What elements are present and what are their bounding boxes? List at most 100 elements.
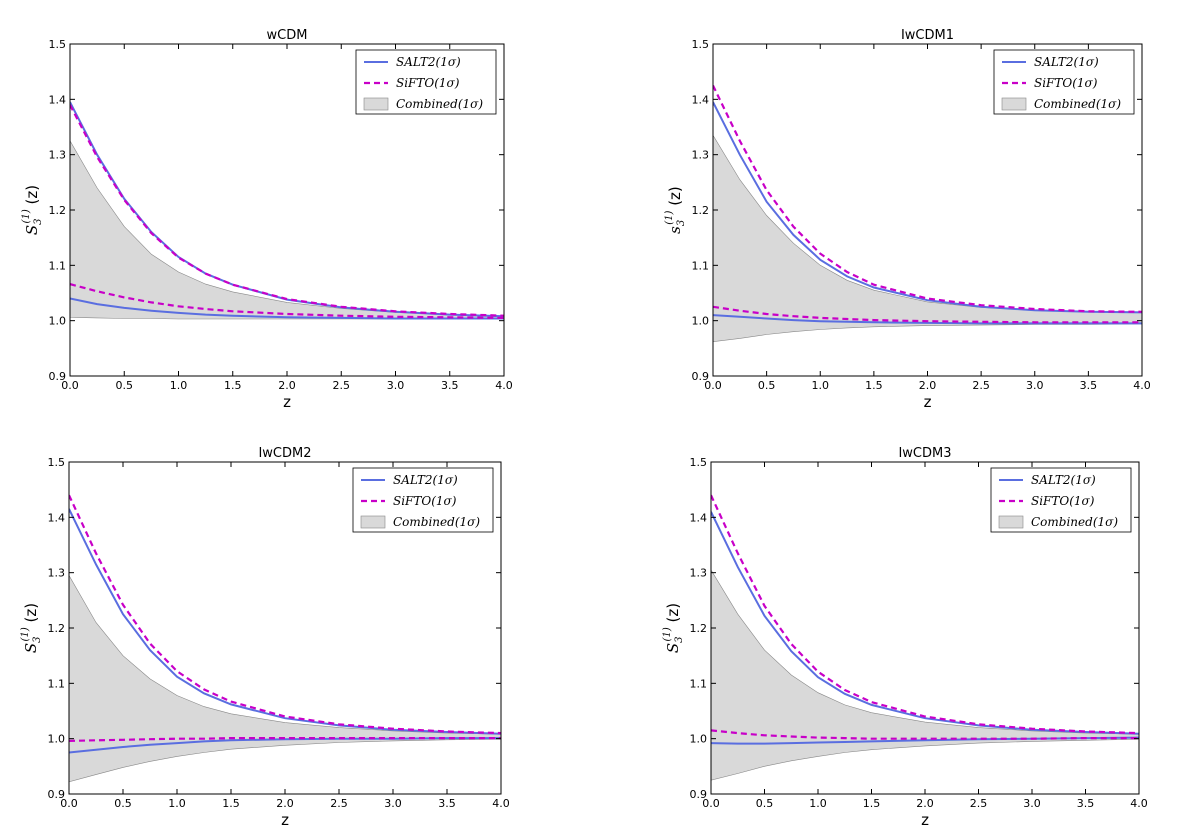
legend-entry-2: SiFTO(1σ) xyxy=(1034,76,1098,90)
y-label-superscript: (1) xyxy=(664,210,675,224)
legend-entry-3: Combined(1σ) xyxy=(1031,515,1118,529)
sifto-lower-line xyxy=(70,283,504,319)
legend-entry-1: SALT2(1σ) xyxy=(1031,473,1096,487)
y-tick-label: 1.5 xyxy=(692,38,710,51)
y-tick-label: 1.3 xyxy=(48,567,66,580)
x-tick-label: 1.5 xyxy=(865,379,883,392)
y-tick-label: 1.1 xyxy=(690,677,708,690)
x-tick-label: 0.0 xyxy=(60,797,78,810)
x-tick-label: 0.5 xyxy=(116,379,134,392)
sifto-upper-line xyxy=(711,494,1139,735)
y-label-argument: (z) xyxy=(23,185,41,209)
x-tick-label: 3.5 xyxy=(1077,797,1095,810)
x-tick-label: 4.0 xyxy=(1133,379,1151,392)
y-label-subscript: 3 xyxy=(674,636,685,642)
y-tick-label: 1.4 xyxy=(690,511,708,524)
y-label-subscript: 3 xyxy=(32,636,43,642)
legend-swatch-combined xyxy=(998,515,1024,529)
legend-entry-2: SiFTO(1σ) xyxy=(396,76,460,90)
y-axis-label: S3(1) (z) xyxy=(20,603,43,653)
y-label-superscript: (1) xyxy=(662,627,673,641)
sifto-upper-line xyxy=(70,104,504,317)
x-tick-label: 1.5 xyxy=(863,797,881,810)
x-tick-label: 3.5 xyxy=(1080,379,1098,392)
x-tick-label: 2.0 xyxy=(278,379,296,392)
chart-title: IwCDM2 xyxy=(258,446,311,461)
legend: SALT2(1σ) SiFTO(1σ) Combined(1σ) xyxy=(352,467,494,533)
chart-title: IwCDM1 xyxy=(901,28,954,43)
x-tick-label: 4.0 xyxy=(495,379,513,392)
legend-entry-3: Combined(1σ) xyxy=(393,515,480,529)
x-tick-label: 0.5 xyxy=(756,797,774,810)
sifto-lower-line xyxy=(713,305,1142,324)
y-label-argument: (z) xyxy=(22,603,40,627)
y-label-subscript: 3 xyxy=(33,218,44,224)
y-tick-label: 1.4 xyxy=(49,93,67,106)
x-axis-label: z xyxy=(921,811,929,829)
y-tick-label: 1.1 xyxy=(692,259,710,272)
sifto-lower-line xyxy=(711,729,1139,740)
y-tick-label: 0.9 xyxy=(48,788,66,801)
x-axis-label: z xyxy=(281,811,289,829)
combined-band xyxy=(713,134,1142,343)
legend-swatch-combined xyxy=(1001,97,1027,111)
legend-swatch-combined xyxy=(360,515,386,529)
x-tick-label: 0.0 xyxy=(702,797,720,810)
legend: SALT2(1σ) SiFTO(1σ) Combined(1σ) xyxy=(993,49,1135,115)
y-label-superscript: (1) xyxy=(20,627,31,641)
legend-entry-1: SALT2(1σ) xyxy=(1034,55,1099,69)
y-tick-label: 1.2 xyxy=(690,622,708,635)
y-tick-label: 1.5 xyxy=(49,38,67,51)
x-tick-label: 2.5 xyxy=(333,379,351,392)
x-tick-label: 3.5 xyxy=(438,797,456,810)
x-tick-label: 0.0 xyxy=(704,379,722,392)
legend-entry-1: SALT2(1σ) xyxy=(393,473,458,487)
y-tick-label: 1.5 xyxy=(690,456,708,469)
chart-panel-1: 0.0 0.5 1.0 1.5 2.0 2.5 3.0 3.5 4.0 0.9 1.0 1.1 1.2 1… xyxy=(21,28,513,411)
combined-band xyxy=(70,140,504,320)
y-label-superscript: (1) xyxy=(21,209,32,223)
x-tick-label: 1.5 xyxy=(224,379,242,392)
x-tick-label: 2.0 xyxy=(916,797,934,810)
x-tick-label: 3.0 xyxy=(1026,379,1044,392)
y-tick-label: 1.3 xyxy=(690,567,708,580)
y-tick-label: 1.1 xyxy=(48,677,66,690)
x-tick-label: 2.0 xyxy=(276,797,294,810)
legend-entry-3: Combined(1σ) xyxy=(396,97,483,111)
y-tick-label: 1.0 xyxy=(690,733,708,746)
y-tick-label: 1.3 xyxy=(49,149,67,162)
salt2-lower-line xyxy=(70,297,504,320)
chart-panel-4: 0.0 0.5 1.0 1.5 2.0 2.5 3.0 3.5 4.0 0.9 1.0 1.1 1.2 1… xyxy=(662,446,1148,829)
x-tick-label: 1.0 xyxy=(809,797,827,810)
y-label-symbol: S xyxy=(664,643,682,653)
chart-panel-3: 0.0 0.5 1.0 1.5 2.0 2.5 3.0 3.5 4.0 0.9 1.0 1.1 1.2 1… xyxy=(20,446,510,829)
x-tick-label: 1.0 xyxy=(170,379,188,392)
x-tick-label: 2.0 xyxy=(919,379,937,392)
y-label-argument: (z) xyxy=(666,186,684,210)
x-tick-label: 2.5 xyxy=(972,379,990,392)
y-tick-label: 1.4 xyxy=(692,93,710,106)
y-axis-label: s3(1) (z) xyxy=(664,186,687,234)
x-tick-label: 4.0 xyxy=(1130,797,1148,810)
y-axis-label: S3(1) (z) xyxy=(662,603,685,653)
y-tick-label: 1.5 xyxy=(48,456,66,469)
y-label-symbol: s xyxy=(666,226,684,234)
combined-band xyxy=(69,574,501,783)
x-tick-label: 3.0 xyxy=(387,379,405,392)
x-tick-label: 4.0 xyxy=(492,797,510,810)
legend-entry-2: SiFTO(1σ) xyxy=(1031,494,1095,508)
legend-entry-1: SALT2(1σ) xyxy=(396,55,461,69)
y-tick-label: 0.9 xyxy=(692,370,710,383)
x-tick-label: 3.5 xyxy=(441,379,459,392)
y-tick-label: 1.2 xyxy=(48,622,66,635)
y-tick-label: 1.1 xyxy=(49,259,67,272)
y-tick-label: 1.2 xyxy=(692,204,710,217)
chart-title: wCDM xyxy=(267,28,308,43)
x-tick-label: 1.0 xyxy=(812,379,830,392)
y-tick-label: 0.9 xyxy=(690,788,708,801)
x-tick-label: 2.5 xyxy=(970,797,988,810)
legend-entry-3: Combined(1σ) xyxy=(1034,97,1121,111)
x-tick-label: 0.0 xyxy=(61,379,79,392)
x-tick-label: 3.0 xyxy=(384,797,402,810)
